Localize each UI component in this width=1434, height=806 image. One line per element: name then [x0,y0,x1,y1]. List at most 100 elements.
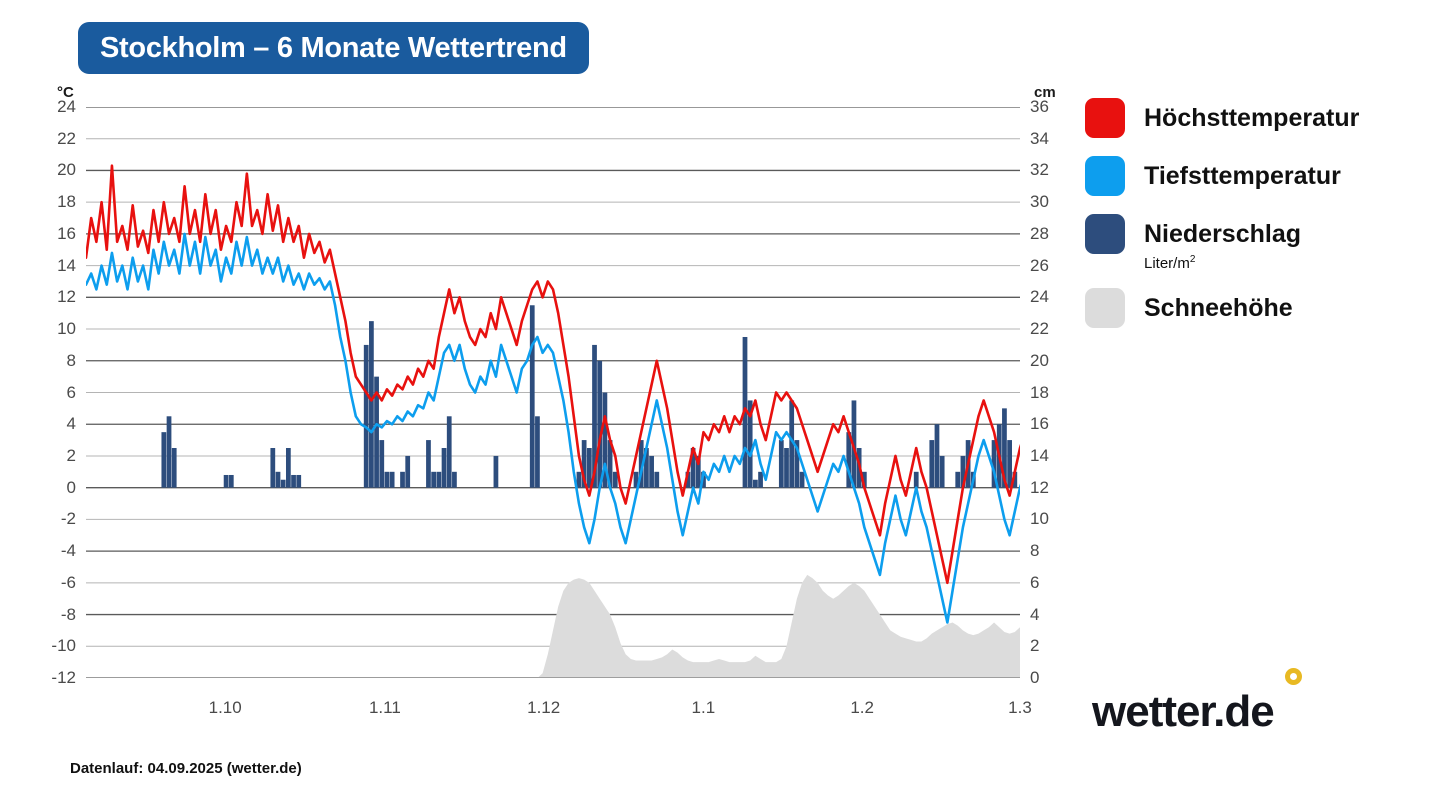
precipitation-bar [431,471,437,488]
y-axis-tick-label: -10 [51,636,76,656]
precipitation-bar [778,440,784,488]
precipitation-bar [644,448,649,488]
legend-label: Höchsttemperatur [1144,104,1360,132]
y-axis-tick-label: 10 [57,319,76,339]
precipitation-bar [861,471,867,488]
y2-axis-tick-label: 16 [1030,414,1049,434]
x-axis-tick-label: 1.3 [1008,698,1032,717]
legend-label: Schneehöhe [1144,294,1293,322]
x-axis-tick-label: 1.1 [691,698,716,717]
chart-legend: Höchsttemperatur Tiefsttemperatur Niedersc… [1085,98,1415,346]
precipitation-bar [452,471,457,488]
legend-row: Schneehöhe [1085,288,1415,328]
weather-trend-chart [86,107,1020,678]
y-axis-tick-label: -12 [51,668,76,687]
legend-item-4[interactable]: Schneehöhe [1085,288,1415,328]
precipitation-bar [576,471,582,488]
precipitation-bar [161,432,167,488]
left-axis-unit: °C [57,84,74,101]
legend-row: Niederschlag [1085,214,1415,254]
precipitation-bar [846,432,852,488]
legend-color-swatch [1085,288,1125,328]
precipitation-bar [389,471,395,488]
precipitation-bar [296,474,302,488]
precipitation-bar [607,440,613,488]
legend-sublabel: Liter/m2 [1144,254,1196,272]
precipitation-bar [400,471,405,488]
data-run-note: Datenlauf: 04.09.2025 (wetter.de) [70,760,302,777]
y-axis-tick-label: -8 [60,604,76,624]
y-axis-tick-label: 2 [66,445,76,465]
y2-axis-tick-label: 26 [1030,255,1049,275]
y2-axis-tick-label: 24 [1030,287,1049,307]
precipitation-bar [166,416,172,488]
y-axis-tick-label: 20 [57,160,76,180]
y-axis-tick-label: -6 [60,572,76,592]
precipitation-bar [939,455,945,488]
precipitation-bar [223,474,229,488]
precipitation-bar [913,471,919,488]
x-axis-tick-label: 1.12 [527,698,561,717]
y-axis-tick-label: 24 [57,97,76,116]
precipitation-bar [436,471,442,488]
y2-axis-tick-label: 12 [1030,477,1049,497]
precipitation-bar [535,416,540,488]
y2-axis-tick-label: 36 [1030,97,1049,116]
precipitation-bar [493,455,499,488]
y-axis-tick-label: 4 [66,414,76,434]
precipitation-bar [379,440,385,488]
precipitation-bar [228,474,234,488]
y2-axis-tick-label: 14 [1030,445,1049,465]
precipitation-bar [1007,440,1012,488]
y2-axis-tick-label: 8 [1030,541,1040,561]
y-axis-tick-label: 16 [57,223,76,243]
y-axis-tick-label: 0 [66,477,76,497]
y2-axis-tick-label: 18 [1030,382,1049,402]
precipitation-bar [612,471,618,488]
y-axis-tick-label: 18 [57,192,76,212]
precipitation-bar [529,305,535,488]
precipitation-bar [799,471,805,488]
precipitation-bar [270,448,276,488]
precipitation-bar [960,455,966,488]
precipitation-bar [446,416,452,488]
y2-axis-tick-label: 20 [1030,350,1049,370]
precipitation-bar [690,448,696,488]
precipitation-bar [369,321,374,488]
precipitation-bar [649,455,654,488]
page-title: Stockholm – 6 Monate Wettertrend [100,31,567,64]
legend-item-2[interactable]: Tiefsttemperatur [1085,156,1415,196]
y-axis-tick-label: -2 [60,509,76,529]
y2-axis-tick-label: 10 [1030,509,1049,529]
legend-item-1[interactable]: Höchsttemperatur [1085,98,1415,138]
y2-axis-tick-label: 2 [1030,636,1040,656]
precipitation-bar [374,376,379,488]
precipitation-bar [752,479,758,488]
legend-row: Höchsttemperatur [1085,98,1415,138]
precipitation-bar [384,471,390,488]
precipitation-bar [291,474,296,488]
y2-axis-tick-label: 6 [1030,572,1040,592]
precipitation-bar [758,471,763,488]
legend-color-swatch [1085,98,1125,138]
precipitation-bar [955,471,961,488]
precipitation-bar [280,479,286,488]
precipitation-bar [285,448,291,488]
legend-row: Tiefsttemperatur [1085,156,1415,196]
legend-color-swatch [1085,214,1125,254]
y2-axis-tick-label: 22 [1030,319,1049,339]
snow-depth-area [86,574,1020,678]
precipitation-bar [1002,408,1007,488]
precipitation-bar [991,440,997,488]
y-axis-tick-label: 12 [57,287,76,307]
y2-axis-tick-label: 28 [1030,223,1049,243]
legend-label: Niederschlag [1144,220,1302,248]
y-axis-tick-label: 8 [66,350,76,370]
legend-label: Tiefsttemperatur [1144,162,1341,190]
precipitation-bar [171,448,177,488]
max-temp-line [86,164,1020,585]
precipitation-bar [685,471,691,488]
precipitation-bar [747,400,753,488]
legend-item-3[interactable]: Niederschlag Liter/m2 [1085,214,1415,272]
y2-axis-tick-label: 32 [1030,160,1049,180]
